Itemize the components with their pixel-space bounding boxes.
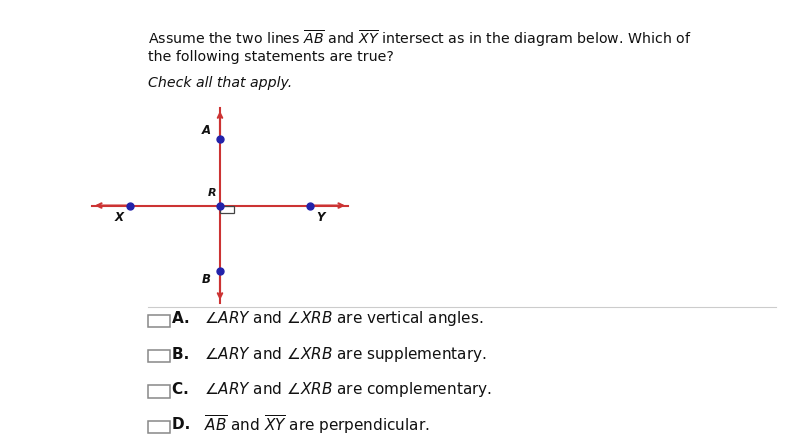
Text: Assume the two lines $\overline{AB}$ and $\overline{XY}$ intersect as in the dia: Assume the two lines $\overline{AB}$ and… bbox=[148, 29, 691, 49]
Text: R: R bbox=[207, 187, 216, 198]
Text: A.: A. bbox=[172, 311, 200, 326]
Text: D.: D. bbox=[172, 417, 201, 432]
Text: B: B bbox=[202, 273, 210, 286]
Text: $\overline{AB}$ and $\overline{XY}$ are perpendicular.: $\overline{AB}$ and $\overline{XY}$ are … bbox=[204, 413, 430, 436]
Bar bbox=[148, 421, 170, 433]
Text: $\angle ARY$ and $\angle XRB$ are vertical angles.: $\angle ARY$ and $\angle XRB$ are vertic… bbox=[204, 309, 483, 328]
Text: A: A bbox=[202, 124, 210, 137]
Text: X: X bbox=[115, 211, 124, 224]
Text: Check all that apply.: Check all that apply. bbox=[148, 76, 292, 90]
Text: $\angle ARY$ and $\angle XRB$ are supplementary.: $\angle ARY$ and $\angle XRB$ are supple… bbox=[204, 345, 486, 363]
Text: $\angle ARY$ and $\angle XRB$ are complementary.: $\angle ARY$ and $\angle XRB$ are comple… bbox=[204, 380, 492, 399]
Bar bbox=[148, 315, 170, 327]
Bar bbox=[148, 385, 170, 398]
Text: C.: C. bbox=[172, 382, 199, 397]
Text: the following statements are true?: the following statements are true? bbox=[148, 50, 394, 64]
Text: Y: Y bbox=[316, 211, 325, 224]
Bar bbox=[148, 350, 170, 362]
Text: B.: B. bbox=[172, 347, 200, 362]
